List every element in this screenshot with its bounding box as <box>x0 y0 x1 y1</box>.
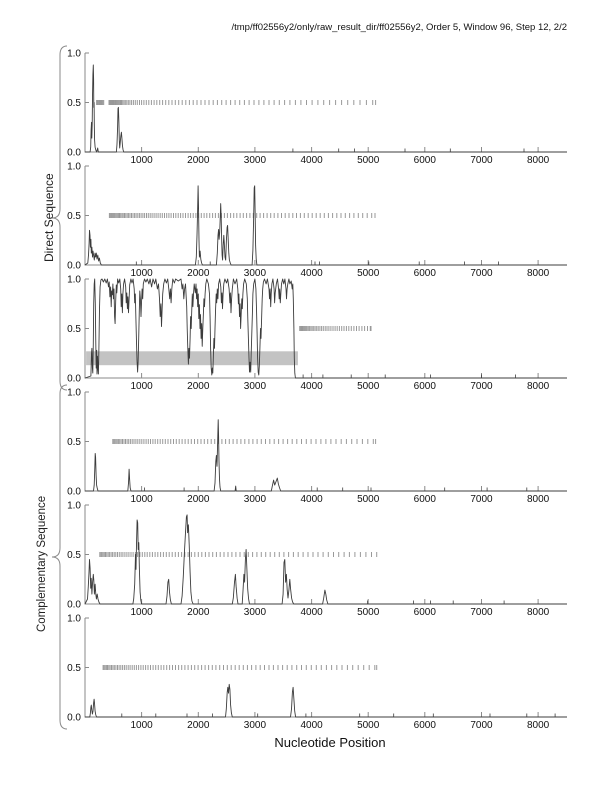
chart-panel-5: 1000 2000 3000 4000 5000 6000 7000 8000 0.0 0.5 1.… <box>67 501 567 618</box>
probability-curve <box>84 514 567 605</box>
x-axis-label: Nucleotide Position <box>274 735 386 750</box>
highlight-bar <box>86 351 298 366</box>
probability-curve <box>84 278 567 379</box>
chart-panel-3: 1000 2000 3000 4000 5000 6000 7000 8000 0.0 0.5 1.… <box>67 275 567 392</box>
x-tick-label: 6000 <box>414 268 437 279</box>
plot-title: /tmp/ff02556y2/only/raw_result_dir/ff025… <box>231 22 567 33</box>
group-label-complementary-sequence: Complementary Sequence <box>36 495 48 632</box>
y-tick-label: 0.0 <box>67 374 81 385</box>
y-tick-label: 0.0 <box>67 600 81 611</box>
y-tick-label: 1.0 <box>67 49 81 60</box>
x-tick-label: 1000 <box>130 268 153 279</box>
group-brace <box>51 384 68 730</box>
group-label-direct-sequence: Direct Sequence <box>42 173 56 262</box>
x-tick-label: 4000 <box>300 607 323 618</box>
x-tick-label: 8000 <box>527 607 550 618</box>
x-tick-label: 2000 <box>187 155 210 166</box>
x-tick-label: 5000 <box>357 607 380 618</box>
x-tick-label: 7000 <box>470 268 493 279</box>
axis-frame <box>84 166 567 266</box>
x-tick-label: 8000 <box>527 381 550 392</box>
x-tick-label: 7000 <box>470 381 493 392</box>
y-tick-label: 0.5 <box>67 550 81 561</box>
x-tick-label: 8000 <box>527 494 550 505</box>
x-tick-label: 4000 <box>300 155 323 166</box>
x-tick-label: 4000 <box>300 720 323 731</box>
y-tick-label: 1.0 <box>67 275 81 286</box>
probability-curve <box>85 683 567 718</box>
y-tick-label: 0.5 <box>67 324 81 335</box>
chart-panel-2: 1000 2000 3000 4000 5000 6000 7000 8000 0.0 0.5 1.… <box>67 162 567 279</box>
x-tick-label: 6000 <box>414 720 437 731</box>
x-tick-label: 1000 <box>130 155 153 166</box>
x-tick-label: 4000 <box>300 494 323 505</box>
x-tick-label: 5000 <box>357 155 380 166</box>
x-tick-label: 3000 <box>244 720 267 731</box>
probability-curve <box>85 64 567 153</box>
probability-curve <box>84 185 567 266</box>
x-tick-label: 3000 <box>244 155 267 166</box>
y-tick-label: 0.0 <box>67 261 81 272</box>
x-tick-label: 2000 <box>187 381 210 392</box>
y-tick-label: 0.5 <box>67 98 81 109</box>
x-tick-label: 2000 <box>187 607 210 618</box>
x-tick-label: 6000 <box>414 607 437 618</box>
x-tick-label: 2000 <box>187 720 210 731</box>
y-tick-label: 1.0 <box>67 614 81 625</box>
probability-curve <box>85 419 567 492</box>
y-tick-label: 1.0 <box>67 162 81 173</box>
y-tick-label: 1.0 <box>67 501 81 512</box>
chart-panel-1: 1000 2000 3000 4000 5000 6000 7000 8000 0.0 0.5 1.… <box>67 49 567 166</box>
x-tick-label: 5000 <box>357 381 380 392</box>
x-tick-label: 3000 <box>244 494 267 505</box>
chart-panel-4: 1000 2000 3000 4000 5000 6000 7000 8000 0.0 0.5 1.… <box>67 388 567 505</box>
x-tick-label: 2000 <box>187 494 210 505</box>
x-tick-label: 1000 <box>130 720 153 731</box>
x-tick-label: 7000 <box>470 720 493 731</box>
x-tick-label: 8000 <box>527 720 550 731</box>
x-tick-label: 7000 <box>470 494 493 505</box>
y-tick-label: 0.5 <box>67 437 81 448</box>
x-tick-label: 1000 <box>130 381 153 392</box>
x-tick-label: 3000 <box>244 268 267 279</box>
y-tick-label: 0.5 <box>67 211 81 222</box>
x-tick-label: 6000 <box>414 494 437 505</box>
x-tick-label: 5000 <box>357 494 380 505</box>
x-tick-label: 1000 <box>130 494 153 505</box>
x-tick-label: 6000 <box>414 155 437 166</box>
x-tick-label: 6000 <box>414 381 437 392</box>
x-tick-label: 8000 <box>527 268 550 279</box>
y-tick-label: 0.0 <box>67 148 81 159</box>
y-tick-label: 1.0 <box>67 388 81 399</box>
x-tick-label: 5000 <box>357 268 380 279</box>
y-tick-label: 0.0 <box>67 713 81 724</box>
y-tick-label: 0.5 <box>67 663 81 674</box>
x-tick-label: 5000 <box>357 720 380 731</box>
x-tick-label: 8000 <box>527 155 550 166</box>
group-brace <box>51 45 68 391</box>
x-tick-label: 3000 <box>244 381 267 392</box>
x-tick-label: 1000 <box>130 607 153 618</box>
x-tick-label: 7000 <box>470 607 493 618</box>
y-tick-label: 0.0 <box>67 487 81 498</box>
x-tick-label: 3000 <box>244 607 267 618</box>
x-tick-label: 4000 <box>300 381 323 392</box>
chart-panel-6: 1000 2000 3000 4000 5000 6000 7000 8000 0.0 0.5 1.… <box>67 614 567 731</box>
x-tick-label: 2000 <box>187 268 210 279</box>
x-tick-label: 7000 <box>470 155 493 166</box>
x-tick-label: 4000 <box>300 268 323 279</box>
